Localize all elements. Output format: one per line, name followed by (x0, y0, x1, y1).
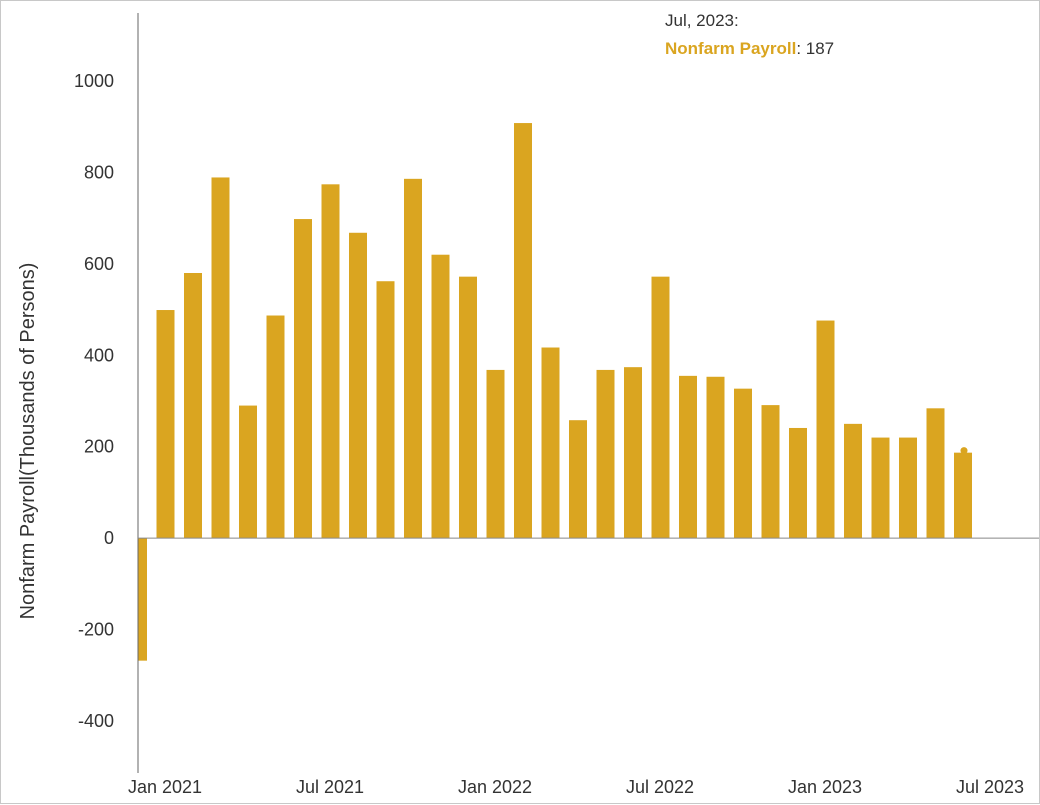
tooltip: Jul, 2023: Nonfarm Payroll: 187 (665, 11, 834, 58)
bar[interactable] (789, 427, 807, 539)
x-tick-label: Jan 2021 (128, 777, 202, 797)
bar[interactable] (514, 123, 532, 539)
bar[interactable] (138, 538, 147, 661)
x-tick-label: Jan 2023 (788, 777, 862, 797)
bar[interactable] (184, 273, 202, 539)
y-tick-label: -400 (78, 711, 114, 731)
y-axis-label-group: Nonfarm Payroll(Thousands of Persons) (17, 263, 39, 620)
x-tick-label: Jul 2023 (956, 777, 1024, 797)
tooltip-separator: : (796, 39, 805, 58)
axes (137, 13, 1039, 773)
bar[interactable] (734, 388, 752, 539)
y-axis-label: Nonfarm Payroll(Thousands of Persons) (17, 263, 39, 620)
bar[interactable] (541, 347, 560, 539)
bar[interactable] (211, 177, 230, 539)
bar[interactable] (266, 315, 285, 539)
bar[interactable] (926, 408, 945, 539)
bar[interactable] (761, 405, 780, 539)
y-tick-label: 600 (84, 254, 114, 274)
bar[interactable] (239, 405, 257, 539)
bar[interactable] (431, 254, 450, 539)
bar[interactable] (871, 437, 890, 539)
tooltip-series-name: Nonfarm Payroll (665, 39, 796, 58)
bar[interactable] (156, 310, 175, 539)
y-tick-label: 400 (84, 345, 114, 365)
bar[interactable] (404, 178, 422, 539)
bar[interactable] (486, 369, 505, 539)
tooltip-value: 187 (806, 39, 834, 58)
bar[interactable] (816, 320, 835, 539)
x-tick-label: Jul 2022 (626, 777, 694, 797)
bar[interactable] (596, 369, 615, 539)
bar[interactable] (569, 420, 587, 539)
bar[interactable] (294, 219, 312, 539)
tooltip-title: Jul, 2023: (665, 11, 739, 30)
tooltip-line: Nonfarm Payroll: 187 (665, 39, 834, 58)
bar[interactable] (679, 375, 697, 539)
y-tick-label: 800 (84, 162, 114, 182)
y-tick-label: 1000 (74, 71, 114, 91)
bar[interactable] (651, 276, 670, 539)
x-tick-label: Jul 2021 (296, 777, 364, 797)
bar[interactable] (624, 367, 642, 539)
bar[interactable] (349, 232, 367, 539)
y-tick-label: 200 (84, 437, 114, 457)
bar[interactable] (376, 281, 395, 539)
bar[interactable] (706, 376, 725, 539)
hover-marker (960, 447, 968, 455)
bar[interactable] (844, 423, 862, 539)
bar-series (138, 123, 972, 661)
x-axis-ticks: Jan 2021 Jul 2021 Jan 2022 Jul 2022 Jan 2023… (128, 777, 1024, 797)
bar[interactable] (321, 184, 340, 539)
y-axis-ticks: -400 -200 0 200 400 600 800 1000 (74, 71, 114, 731)
bar[interactable] (899, 437, 917, 539)
x-tick-label: Jan 2022 (458, 777, 532, 797)
bar[interactable] (459, 276, 477, 539)
y-tick-label: 0 (104, 528, 114, 548)
y-tick-label: -200 (78, 620, 114, 640)
bar[interactable] (954, 452, 972, 539)
